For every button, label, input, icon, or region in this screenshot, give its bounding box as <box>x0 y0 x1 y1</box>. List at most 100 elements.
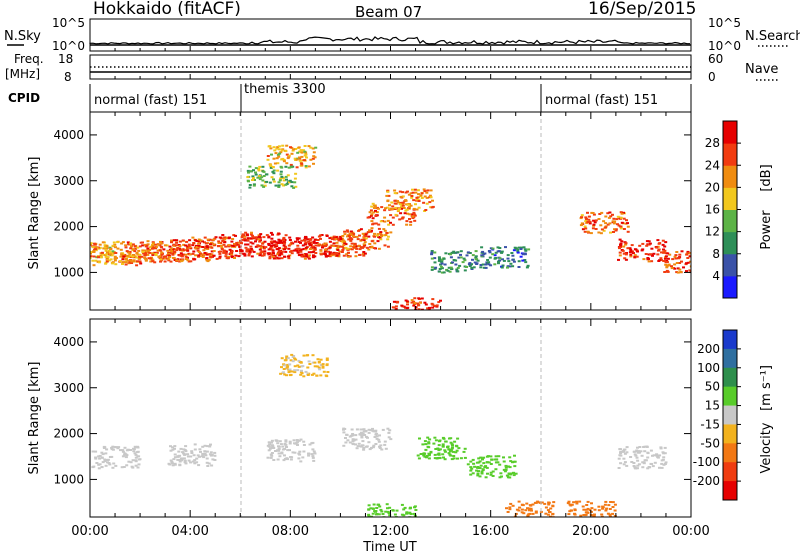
data-pixel <box>454 444 458 447</box>
data-pixel <box>137 249 141 252</box>
x-tick-label: 12:00 <box>372 524 409 539</box>
power-y-axis-label: Slant Range [km] <box>27 157 42 270</box>
data-pixel <box>152 242 155 245</box>
data-pixel <box>290 252 294 255</box>
data-pixel <box>486 472 489 475</box>
data-pixel <box>455 268 459 271</box>
data-pixel <box>154 252 158 255</box>
data-pixel <box>437 256 441 259</box>
data-pixel <box>269 163 273 166</box>
data-pixel <box>297 237 301 240</box>
data-pixel <box>151 253 155 256</box>
data-pixel <box>637 450 641 453</box>
data-pixel <box>549 515 552 517</box>
data-pixel <box>676 267 680 270</box>
data-pixel <box>124 261 128 264</box>
data-pixel <box>591 227 595 230</box>
data-pixel <box>183 461 187 464</box>
data-pixel <box>396 316 399 318</box>
data-pixel <box>94 259 98 262</box>
data-pixel <box>291 451 295 454</box>
data-pixel <box>112 241 116 244</box>
data-pixel <box>286 449 290 452</box>
data-pixel <box>604 509 608 512</box>
data-pixel <box>286 357 290 360</box>
data-pixel <box>163 244 167 247</box>
data-pixel <box>237 255 241 258</box>
data-pixel <box>138 245 142 248</box>
data-pixel <box>386 427 390 430</box>
data-pixel <box>496 250 500 253</box>
data-pixel <box>318 368 322 371</box>
data-pixel <box>269 453 273 456</box>
data-pixel <box>90 252 92 255</box>
data-pixel <box>252 184 256 187</box>
data-pixel <box>116 241 120 244</box>
data-pixel <box>441 453 445 456</box>
data-pixel <box>707 261 710 263</box>
data-pixel <box>319 358 323 361</box>
data-pixel <box>105 247 109 250</box>
data-pixel <box>98 454 102 457</box>
data-pixel <box>77 251 80 253</box>
data-pixel <box>114 464 118 467</box>
data-pixel <box>301 149 305 152</box>
data-pixel <box>257 168 261 170</box>
data-pixel <box>592 223 596 226</box>
data-pixel <box>549 507 553 510</box>
data-pixel <box>486 259 490 261</box>
data-pixel <box>114 263 118 266</box>
data-pixel <box>289 373 293 376</box>
data-pixel <box>82 260 85 262</box>
data-pixel <box>489 463 493 465</box>
data-pixel <box>209 245 213 248</box>
data-pixel <box>280 250 284 253</box>
data-pixel <box>199 255 203 258</box>
data-pixel <box>241 233 245 236</box>
data-pixel <box>326 371 330 373</box>
data-pixel <box>388 514 392 517</box>
data-pixel <box>297 365 301 368</box>
data-pixel <box>171 253 175 256</box>
data-pixel <box>468 252 472 254</box>
data-pixel <box>197 464 201 467</box>
data-pixel <box>626 222 629 225</box>
data-pixel <box>131 255 135 258</box>
data-pixel <box>286 363 290 366</box>
data-pixel <box>512 249 516 252</box>
data-pixel <box>162 248 166 251</box>
data-pixel <box>474 255 478 258</box>
data-pixel <box>353 243 357 246</box>
data-pixel <box>622 450 626 453</box>
data-pixel <box>201 453 205 456</box>
data-pixel <box>530 509 533 512</box>
data-pixel <box>269 247 272 250</box>
data-pixel <box>517 246 521 249</box>
velocity-colorbar-cell <box>723 405 737 425</box>
data-pixel <box>219 250 223 253</box>
data-pixel <box>511 265 515 268</box>
data-pixel <box>522 253 525 256</box>
data-pixel <box>641 466 645 469</box>
data-pixel <box>662 456 666 459</box>
data-pixel <box>234 234 237 237</box>
data-pixel <box>377 223 381 226</box>
data-pixel <box>321 366 325 369</box>
data-pixel <box>269 147 273 150</box>
data-pixel <box>81 249 84 251</box>
data-pixel <box>268 181 272 184</box>
data-pixel <box>336 246 340 249</box>
data-pixel <box>350 428 354 431</box>
data-pixel <box>663 249 667 252</box>
data-pixel <box>498 247 502 249</box>
data-pixel <box>674 254 678 257</box>
data-pixel <box>306 366 310 369</box>
data-pixel <box>674 257 678 260</box>
data-pixel <box>390 201 394 204</box>
data-pixel <box>307 165 311 168</box>
data-pixel <box>108 246 112 249</box>
data-pixel <box>592 224 596 227</box>
data-pixel <box>373 235 376 238</box>
data-pixel <box>680 260 683 263</box>
